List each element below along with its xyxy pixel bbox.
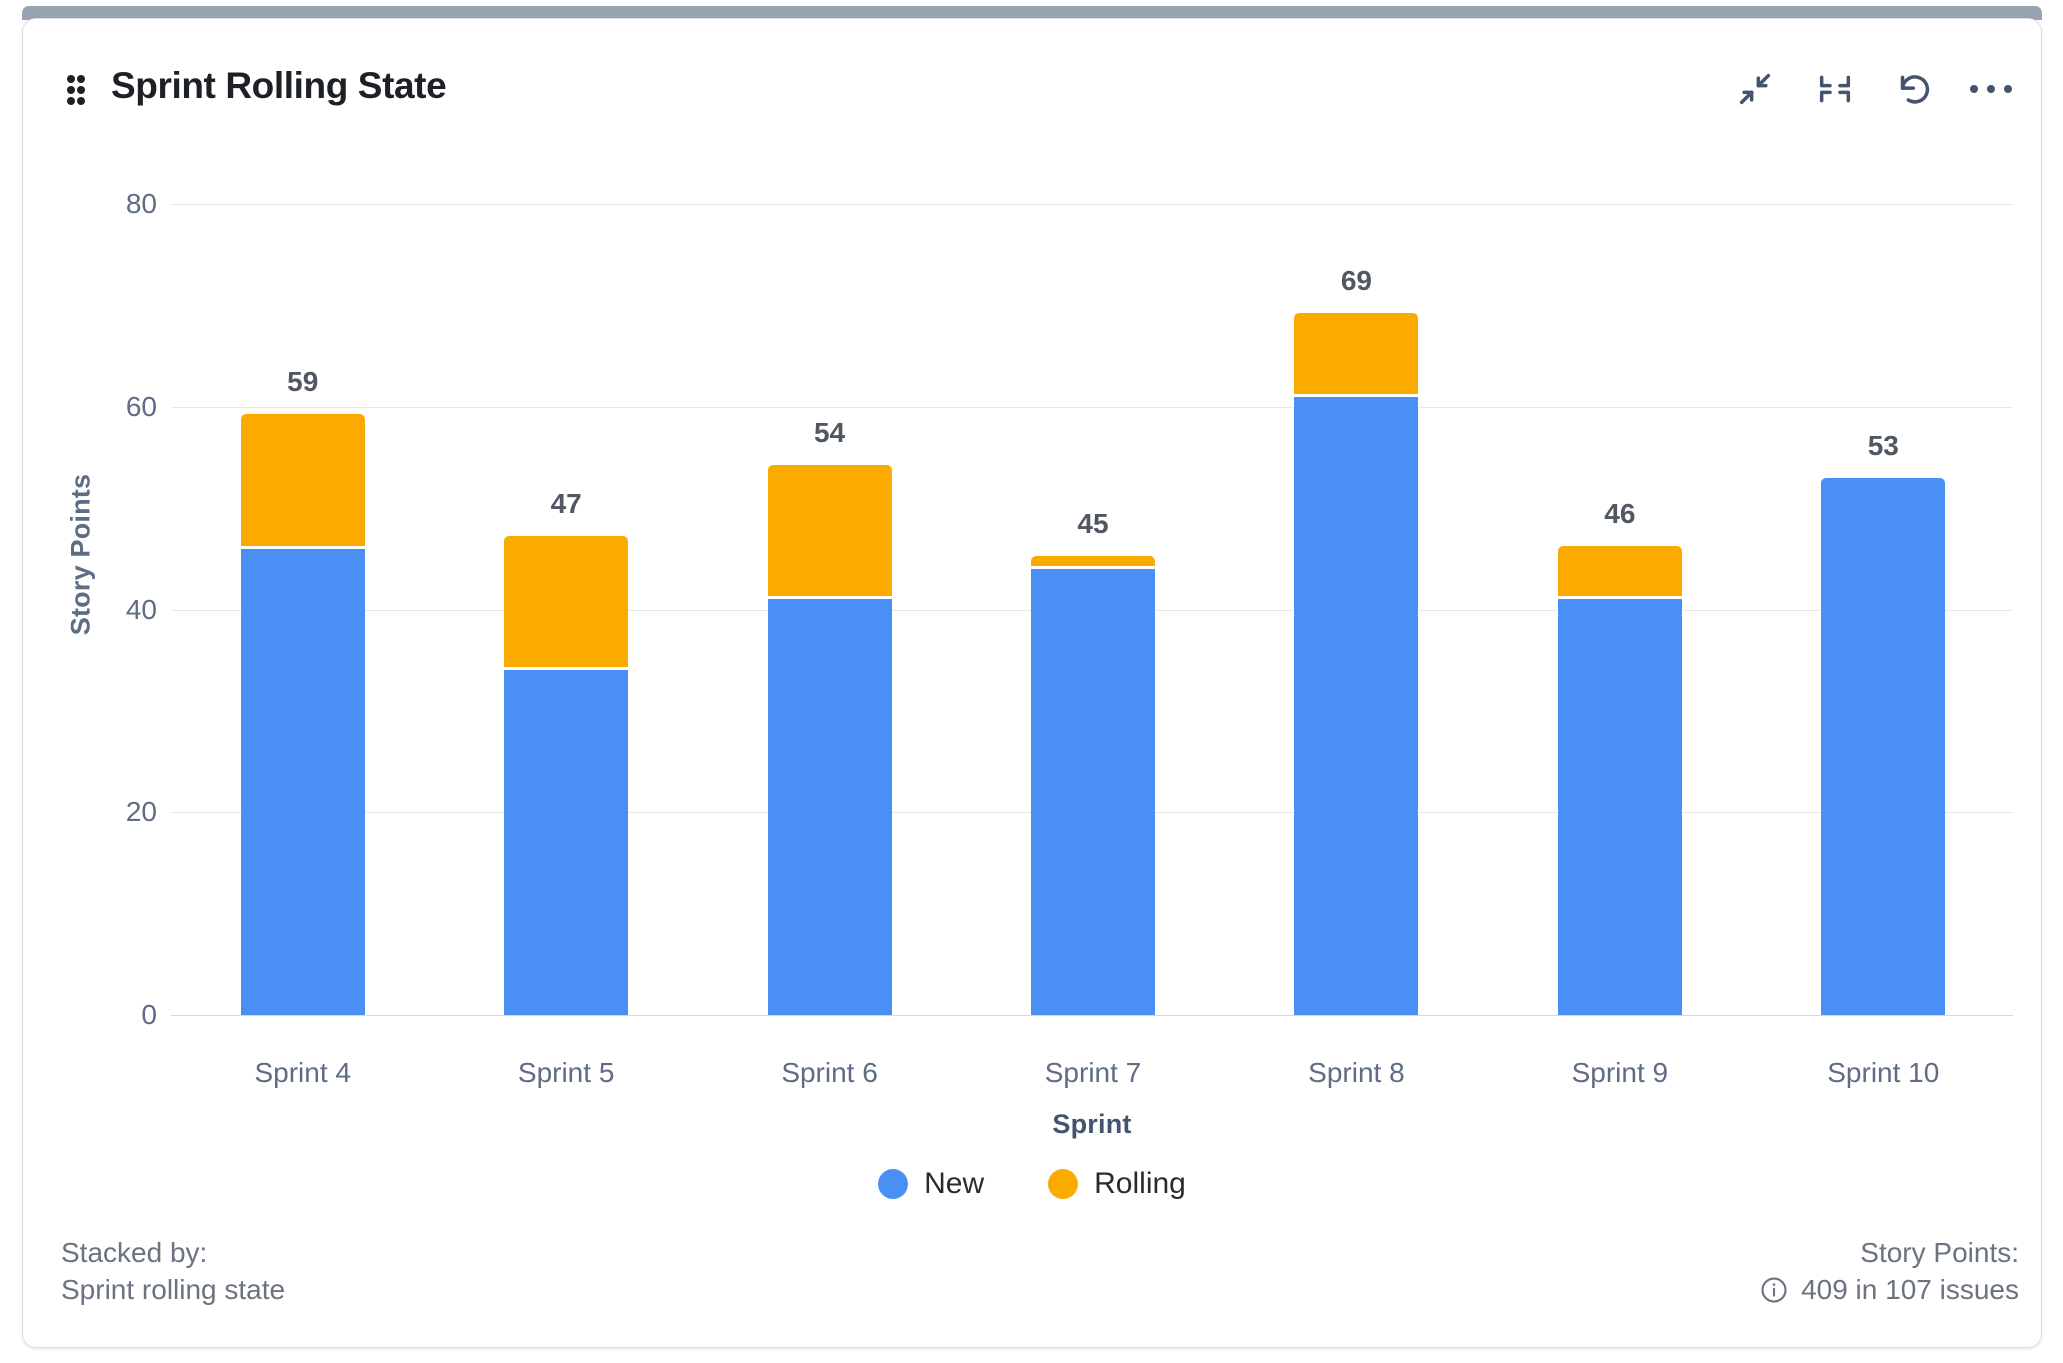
bar-segment-rolling[interactable] <box>1031 555 1155 566</box>
bar-segment-rolling[interactable] <box>504 535 629 668</box>
bar-segment-new[interactable] <box>1294 396 1419 1015</box>
bar-segment-divider <box>1557 596 1682 600</box>
page-title: Sprint Rolling State <box>111 65 447 106</box>
legend-swatch-icon <box>1048 1169 1079 1199</box>
measure-summary: Story Points: 409 in 107 issues <box>1759 1234 2019 1308</box>
x-axis-tick-label: Sprint 8 <box>1308 1057 1405 1088</box>
chart-legend: New Rolling <box>23 1167 2041 1201</box>
gridline <box>171 204 2013 205</box>
bar-value-label: 46 <box>1604 497 1636 529</box>
bar-segment-new[interactable] <box>767 599 892 1015</box>
collapse-diagonal-arrows-icon <box>1735 69 1775 109</box>
bar-group[interactable]: 59 <box>240 19 365 1015</box>
bar-segment-rolling[interactable] <box>240 413 365 546</box>
y-axis-tick-label: 80 <box>125 188 157 219</box>
refresh-button[interactable] <box>1887 61 1943 117</box>
x-axis-tick-label: Sprint 9 <box>1571 1057 1669 1088</box>
sprint-rolling-state-card: Sprint Rolling State <box>22 18 2042 1348</box>
bar-stack <box>1031 19 1155 1015</box>
stacked-by-info: Stacked by: Sprint rolling state <box>61 1234 285 1308</box>
bar-segment-rolling[interactable] <box>1294 312 1419 394</box>
bar-stack <box>240 19 365 1015</box>
stacked-by-value: Sprint rolling state <box>61 1274 286 1306</box>
bar-value-label: 53 <box>1867 429 1899 461</box>
bar-value-label: 69 <box>1340 264 1372 296</box>
chart-plot-area: Story Points 0 20 40 60 80 59 47 54 45 69 46 53 Sp… <box>23 19 2041 1347</box>
bar-stack <box>504 19 629 1015</box>
bar-group[interactable]: 54 <box>767 19 892 1015</box>
y-axis-tick-label: 20 <box>125 796 157 828</box>
stacked-by-label: Stacked by: <box>61 1237 208 1268</box>
legend-swatch-icon <box>878 1169 909 1199</box>
legend-item-new[interactable]: New <box>878 1167 984 1201</box>
bar-value-label: 45 <box>1077 507 1109 539</box>
bar-stack <box>1557 19 1682 1015</box>
bar-stack <box>1294 19 1419 1015</box>
bar-segment-new[interactable] <box>240 548 365 1015</box>
measure-value: 409 in 107 issues <box>1801 1274 2019 1306</box>
bar-value-label: 47 <box>550 487 582 519</box>
bar-segment-divider <box>1294 393 1419 397</box>
x-axis-tick-label: Sprint 4 <box>254 1057 351 1088</box>
gridline <box>171 406 2013 408</box>
info-circle-icon[interactable] <box>1759 1275 1789 1305</box>
bar-segment-divider <box>767 596 892 600</box>
bar-group[interactable]: 46 <box>1557 19 1682 1015</box>
legend-label: Rolling <box>1094 1167 1186 1200</box>
refresh-counterclockwise-icon <box>1895 69 1935 109</box>
bar-segment-new[interactable] <box>1031 568 1155 1015</box>
legend-item-rolling[interactable]: Rolling <box>1048 1167 1186 1201</box>
bar-segment-new[interactable] <box>1557 599 1682 1015</box>
bar-group[interactable]: 47 <box>504 19 629 1015</box>
ellipsis-horizontal-icon <box>1970 85 2012 93</box>
x-axis-title: Sprint <box>1052 1109 1132 1139</box>
bar-stack <box>767 19 892 1015</box>
bar-segment-new[interactable] <box>1821 477 1946 1015</box>
panel-header: Sprint Rolling State <box>23 19 2041 139</box>
gridline <box>171 1015 2013 1016</box>
fit-button[interactable] <box>1807 61 1863 117</box>
bar-segment-divider <box>504 667 629 671</box>
x-axis-tick-label: Sprint 7 <box>1044 1057 1142 1088</box>
x-axis-tick-label: Sprint 10 <box>1827 1057 1940 1088</box>
collapse-corners-icon <box>1815 69 1855 109</box>
collapse-diagonal-button[interactable] <box>1727 61 1783 117</box>
bar-series-container: 59 47 54 45 69 46 53 <box>171 19 2013 1347</box>
x-axis-tick-label: Sprint 5 <box>517 1057 615 1088</box>
y-axis-title: Story Points <box>65 473 96 636</box>
x-axis-tick-label: Sprint 6 <box>781 1057 878 1088</box>
legend-label: New <box>924 1167 985 1200</box>
bar-value-label: 59 <box>287 365 319 397</box>
more-options-button[interactable] <box>1963 61 2019 117</box>
bar-segment-rolling[interactable] <box>767 464 892 597</box>
bar-segment-divider <box>1031 565 1155 569</box>
bar-group[interactable]: 53 <box>1821 19 1946 1015</box>
y-axis-tick-label: 40 <box>125 593 157 625</box>
bar-segment-new[interactable] <box>504 670 629 1015</box>
drag-dots-icon[interactable] <box>67 75 95 109</box>
bar-segment-divider <box>240 545 365 549</box>
measure-label: Story Points: <box>1860 1237 2019 1268</box>
bar-group[interactable]: 45 <box>1031 19 1155 1015</box>
y-axis-tick-label: 0 <box>141 999 157 1030</box>
bar-stack <box>1821 19 1946 1015</box>
panel-drag-strip[interactable] <box>22 6 2042 20</box>
y-axis-tick-label: 60 <box>125 390 157 422</box>
bar-group[interactable]: 69 <box>1294 19 1419 1015</box>
bar-value-label: 54 <box>813 416 846 448</box>
bar-segment-rolling[interactable] <box>1557 545 1682 597</box>
